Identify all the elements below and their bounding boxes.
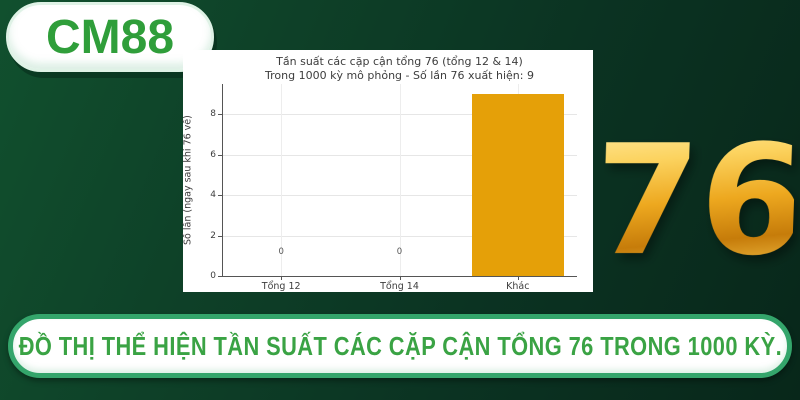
x-axis-line (222, 276, 577, 277)
gridline-vertical (399, 84, 401, 276)
y-tick-mark (218, 276, 222, 277)
brand-logo[interactable]: CM88 (6, 2, 214, 72)
y-tick-mark (218, 235, 222, 237)
chart-panel: Tần suất các cặp cận tổng 76 (tổng 12 & … (183, 50, 593, 292)
y-tick-label: 2 (210, 230, 216, 241)
x-tick-label: Tổng 12 (261, 281, 301, 292)
caption-banner: ĐỒ THỊ THỂ HIỆN TẦN SUẤT CÁC CẶP CẬN TỔN… (8, 314, 792, 378)
bar-chart-plot: 0 2 4 6 8 Tổng 12 0 Tổng 14 0 Khác (210, 84, 577, 292)
gridline-vertical (281, 84, 283, 276)
zero-value-label: 0 (278, 247, 284, 257)
y-tick-label: 0 (210, 271, 216, 281)
y-axis-line (222, 84, 223, 276)
x-tick-label: Khác (506, 281, 530, 292)
chart-subtitle: Trong 1000 kỳ mô phỏng - Số lần 76 xuất … (265, 69, 534, 82)
x-tick-mark (517, 276, 519, 280)
zero-value-label: 0 (396, 247, 403, 257)
chart-title: Tần suất các cặp cận tổng 76 (tổng 12 & … (276, 55, 523, 68)
hero-number-76: 76 (590, 112, 800, 289)
x-tick-mark (281, 276, 283, 280)
caption-text: ĐỒ THỊ THỂ HIỆN TẦN SUẤT CÁC CẶP CẬN TỔN… (18, 330, 782, 361)
y-tick-label: 6 (210, 149, 216, 160)
x-tick-label: Tổng 14 (380, 281, 419, 292)
y-tick-label: 8 (210, 109, 216, 120)
brand-logo-text: CM88 (45, 10, 175, 64)
x-tick-mark (399, 276, 401, 280)
y-tick-mark (218, 114, 222, 116)
y-tick-label: 4 (210, 190, 216, 201)
y-axis-label: Số lần (ngay sau khi 76 về) (182, 115, 194, 245)
y-tick-mark (218, 195, 222, 197)
bar-2 (471, 94, 564, 276)
y-tick-mark (218, 154, 222, 156)
